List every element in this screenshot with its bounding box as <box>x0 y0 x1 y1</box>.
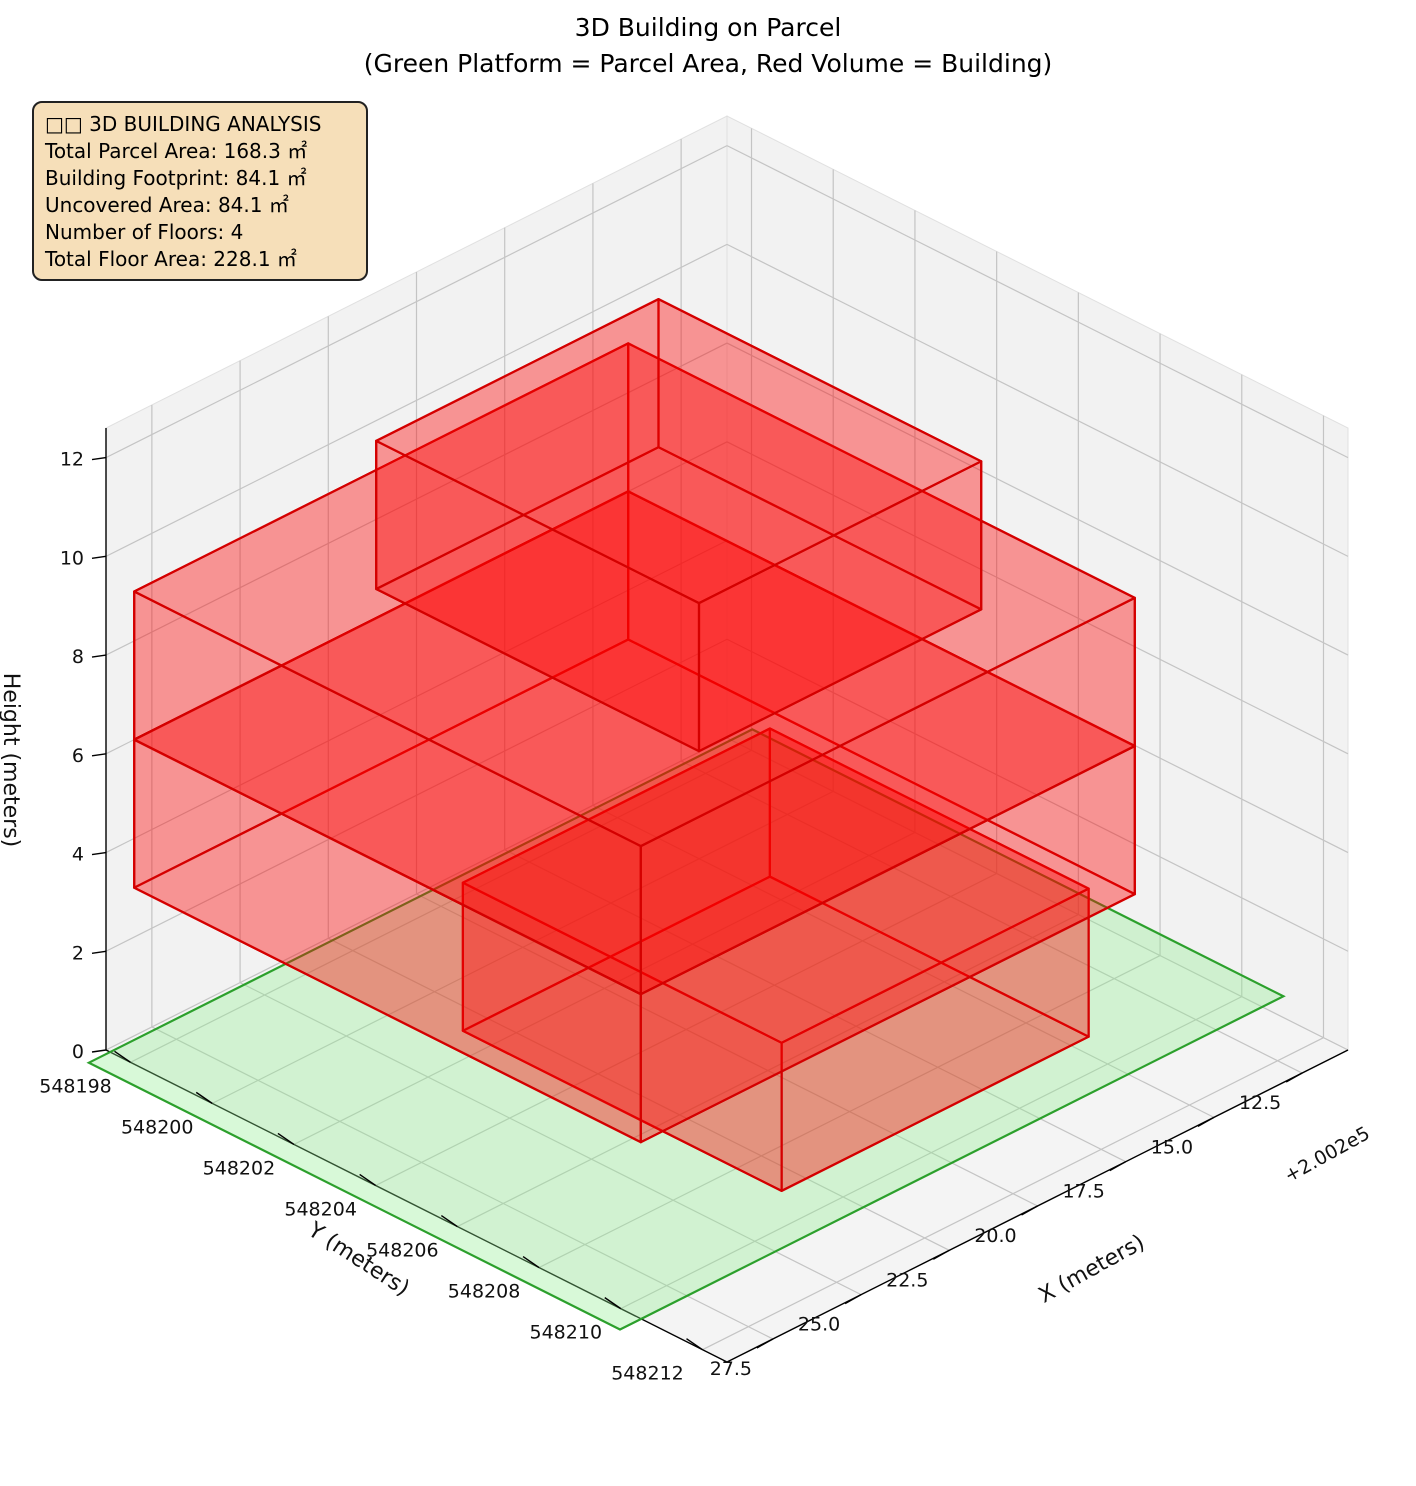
analysis-info-box: □□ 3D BUILDING ANALYSIS Total Parcel Are… <box>32 101 368 281</box>
grid-x-floor <box>680 760 1303 1074</box>
x-tick-label: 12.5 <box>1239 1092 1281 1114</box>
x-tick-mark <box>932 1249 950 1260</box>
z-tick-label: 2 <box>72 942 84 964</box>
z-tick-label: 10 <box>60 547 84 569</box>
grid-z-xwall <box>726 737 1349 1051</box>
grid-y-floor <box>375 872 997 1187</box>
floor-level-1 <box>461 727 1090 1193</box>
y-tick-label: 548210 <box>530 1322 603 1344</box>
grid-z-xwall <box>726 145 1349 459</box>
z-tick-mark <box>91 555 107 560</box>
grid-z-xwall <box>726 342 1349 656</box>
grid-y-floor <box>457 913 1079 1228</box>
x-tick-label: 25.0 <box>798 1314 840 1336</box>
grid-z-ywall <box>105 342 728 656</box>
x-tick-mark <box>844 1294 862 1305</box>
x-tick-label: 15.0 <box>1151 1136 1193 1158</box>
y-tick-label: 548212 <box>611 1363 684 1385</box>
grid-z-ywall <box>105 243 728 557</box>
z-tick-label: 0 <box>72 1041 84 1063</box>
grid-y-floor <box>293 831 916 1145</box>
y-tick-mark <box>440 1214 458 1228</box>
grid-z-ywall <box>105 638 728 952</box>
info-line-uncovered: Uncovered Area: 84.1 ㎡ <box>45 193 289 217</box>
z-tick-mark <box>91 950 107 954</box>
building-marks <box>86 298 1286 1331</box>
grid-y-floor <box>130 749 752 1063</box>
info-heading: □□ 3D BUILDING ANALYSIS <box>45 112 322 136</box>
grid-y-floor <box>620 996 1243 1310</box>
grid-z-ywall <box>105 737 728 1051</box>
z-tick-mark <box>91 753 107 757</box>
grid-x-floor <box>504 849 1126 1163</box>
grid-y-floor <box>702 1037 1324 1351</box>
z-tick-mark <box>91 456 107 461</box>
floor-face-top <box>133 342 1136 848</box>
info-line-parcel-area: Total Parcel Area: 168.3 ㎡ <box>45 139 308 163</box>
z-tick-label: 12 <box>60 449 84 471</box>
y-tick-mark <box>604 1297 622 1310</box>
grid-z-ywall <box>105 540 728 854</box>
z-axis-label: Height (meters) <box>0 673 23 848</box>
z-tick-label: 6 <box>72 745 84 767</box>
z-tick-mark <box>91 1049 107 1053</box>
x-tick-mark <box>756 1338 774 1349</box>
z-tick-mark <box>91 851 107 856</box>
y-tick-label: 548202 <box>203 1157 276 1179</box>
grid-x-floor <box>328 937 950 1251</box>
grid-lines <box>105 128 1349 1351</box>
floor-face-top <box>461 727 1090 1044</box>
grid-z-xwall <box>726 441 1349 755</box>
x-axis-label: X (meters) <box>1035 1230 1149 1309</box>
chart-title-line2: (Green Platform = Parcel Area, Red Volum… <box>364 49 1053 78</box>
info-line-footprint: Building Footprint: 84.1 ㎡ <box>45 166 307 190</box>
floor-level-2 <box>133 490 1136 1144</box>
y-tick-label: 548208 <box>448 1281 521 1303</box>
grid-y-floor <box>538 955 1161 1269</box>
y-tick-mark <box>195 1091 213 1104</box>
y-tick-mark <box>686 1338 703 1351</box>
z-tick-mark <box>91 654 107 658</box>
info-line-floors: Number of Floors: 4 <box>45 220 244 244</box>
x-tick-mark <box>1109 1161 1127 1172</box>
x-tick-label: 22.5 <box>886 1269 928 1291</box>
y-tick-label: 548204 <box>284 1198 357 1220</box>
y-tick-label: 548198 <box>39 1075 112 1097</box>
chart-title-line1: 3D Building on Parcel <box>575 13 842 42</box>
floor-face-top <box>375 298 983 605</box>
y-tick-label: 548206 <box>366 1240 439 1262</box>
grid-z-ywall <box>105 145 728 459</box>
info-line-floor-area: Total Floor Area: 228.1 ㎡ <box>45 247 297 271</box>
grid-x-floor <box>592 804 1215 1118</box>
tick-labels: 12.5 15.0 17.5 20.0 22.5 25.0 27.5 548198 548200… <box>39 449 1303 1385</box>
y-tick-mark <box>114 1050 131 1063</box>
y-tick-mark <box>522 1256 540 1269</box>
x-tick-mark <box>1021 1205 1038 1216</box>
grid-x-floor <box>416 893 1038 1207</box>
z-tick-label: 8 <box>72 646 84 668</box>
x-tick-label: 27.5 <box>710 1358 752 1380</box>
x-tick-mark <box>1197 1116 1215 1127</box>
z-tick-label: 4 <box>72 844 84 866</box>
grid-y-floor <box>211 790 834 1104</box>
x-offset-label: +2.002e5 <box>1281 1122 1374 1187</box>
x-tick-label: 17.5 <box>1063 1181 1105 1203</box>
x-tick-label: 20.0 <box>974 1225 1016 1247</box>
grid-x-floor <box>151 1026 774 1340</box>
floor-level-3 <box>133 342 1136 996</box>
y-tick-mark <box>277 1132 295 1145</box>
x-tick-mark <box>1285 1072 1303 1083</box>
floor-level-4 <box>375 298 983 753</box>
y-tick-label: 548200 <box>121 1116 194 1138</box>
y-tick-mark <box>359 1173 377 1187</box>
grid-x-floor <box>239 982 862 1296</box>
grid-z-xwall <box>726 243 1349 557</box>
